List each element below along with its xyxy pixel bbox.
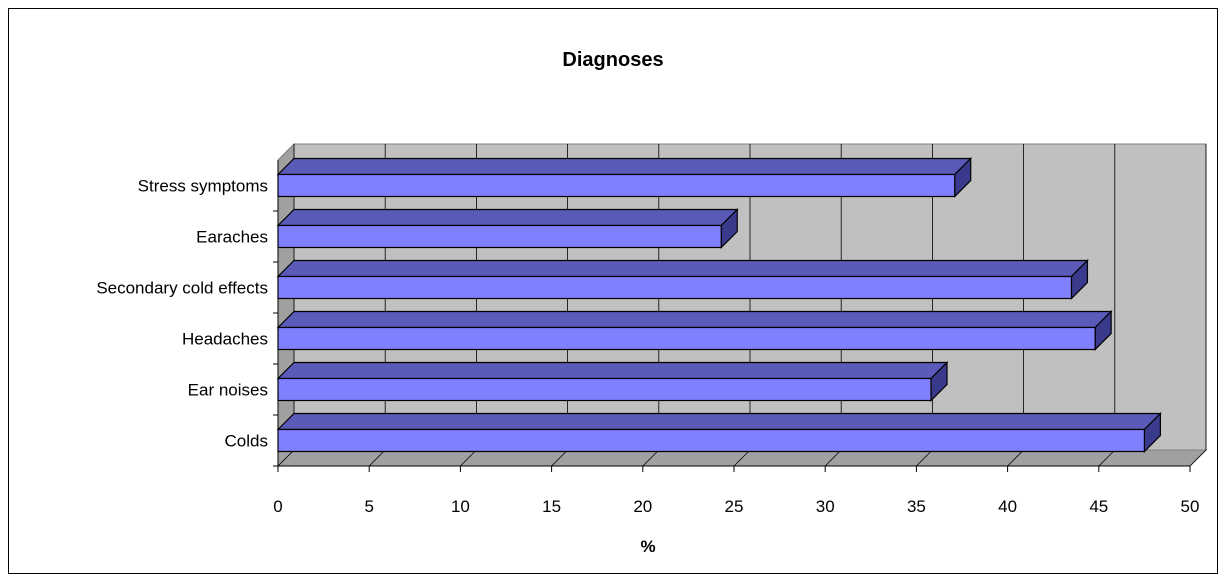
bar — [276, 412, 1162, 453]
bar-top-face — [276, 310, 1113, 329]
floor-gridline — [1007, 449, 1024, 467]
y-tick-label: Colds — [225, 432, 268, 451]
x-tick-label: 40 — [998, 497, 1017, 516]
y-tick-label: Headaches — [182, 330, 268, 349]
y-tick-label: Ear noises — [188, 381, 268, 400]
floor-gridline — [642, 449, 660, 467]
y-axis-labels: Colds Ear noises Headaches Secondary cold e… — [96, 177, 268, 451]
floor-gridline — [824, 449, 842, 467]
bars — [276, 157, 1162, 453]
bar-front-face — [277, 428, 1146, 453]
x-tick-label: 45 — [1089, 497, 1108, 516]
bar-top-face — [276, 208, 739, 227]
x-axis-title: % — [640, 537, 655, 556]
x-tick-label: 15 — [542, 497, 561, 516]
x-tick-label: 10 — [451, 497, 470, 516]
x-tick-label: 20 — [633, 497, 652, 516]
bar — [276, 361, 949, 402]
y-tick-label: Earaches — [196, 228, 268, 247]
floor-gridline — [368, 449, 386, 467]
floor-gridline — [551, 449, 568, 467]
floor-gridline — [1189, 449, 1207, 467]
bar-top-face — [276, 361, 949, 380]
x-tick-label: 50 — [1181, 497, 1200, 516]
y-tick-label: Secondary cold effects — [96, 279, 268, 298]
bar-top-face — [276, 157, 973, 176]
bar-front-face — [277, 275, 1073, 300]
x-tick-label: 30 — [816, 497, 835, 516]
x-tick-label: 35 — [907, 497, 926, 516]
bar-top-face — [276, 259, 1089, 278]
chart-title: Diagnoses — [562, 49, 663, 71]
floor-gridline — [460, 449, 477, 467]
bar-front-face — [277, 224, 722, 249]
floor-gridline — [277, 449, 295, 467]
x-tick-label: 5 — [364, 497, 373, 516]
bar — [276, 157, 973, 198]
floor-gridline — [1098, 449, 1116, 467]
x-tick-label: 0 — [273, 497, 282, 516]
x-axis-labels: 0 5 10 15 20 25 30 35 40 45 50 — [273, 497, 1199, 516]
bar-top-face — [276, 412, 1162, 431]
floor-gridline — [733, 449, 751, 467]
x-tick-label: 25 — [725, 497, 744, 516]
bar — [276, 259, 1089, 300]
bar — [276, 208, 739, 249]
bar-front-face — [277, 377, 932, 402]
floor-gridline — [916, 449, 933, 467]
bar — [276, 310, 1113, 351]
bar-front-face — [277, 173, 956, 198]
bar-front-face — [277, 326, 1096, 351]
y-tick-label: Stress symptoms — [138, 177, 268, 196]
